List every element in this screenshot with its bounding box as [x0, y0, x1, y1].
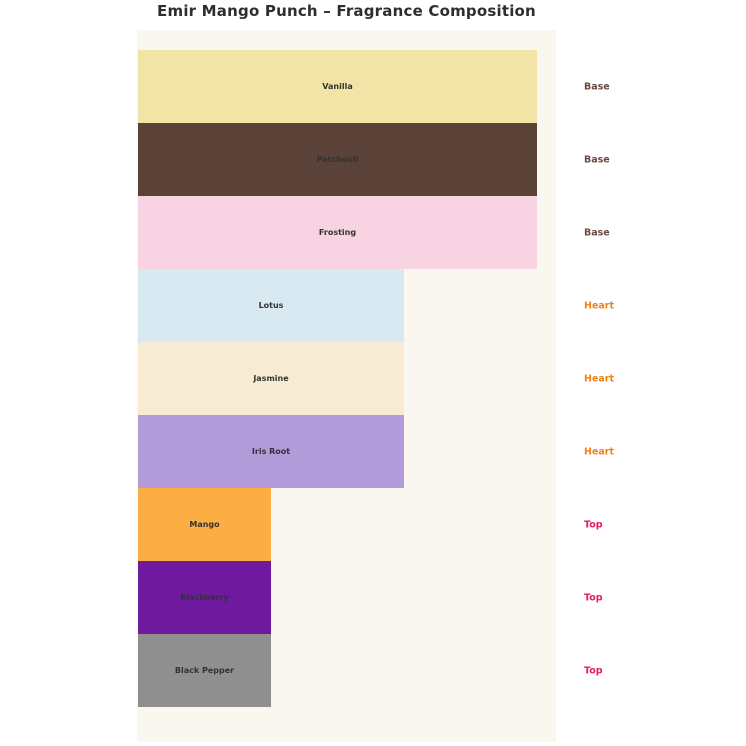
stage-label-iris-root: Heart — [584, 446, 615, 457]
stage-label-jasmine: Heart — [584, 373, 615, 384]
stage-label-black-pepper: Top — [584, 665, 603, 676]
stage-label-lotus: Heart — [584, 300, 615, 311]
plot-area — [137, 30, 556, 742]
stage-label-patchouli: Base — [584, 154, 610, 165]
stage-label-vanilla: Base — [584, 81, 610, 92]
chart-title: Emir Mango Punch – Fragrance Composition — [157, 2, 536, 20]
stage-label-frosting: Base — [584, 227, 610, 238]
stage-label-mango: Top — [584, 519, 603, 530]
stage-label-blackberry: Top — [584, 592, 603, 603]
